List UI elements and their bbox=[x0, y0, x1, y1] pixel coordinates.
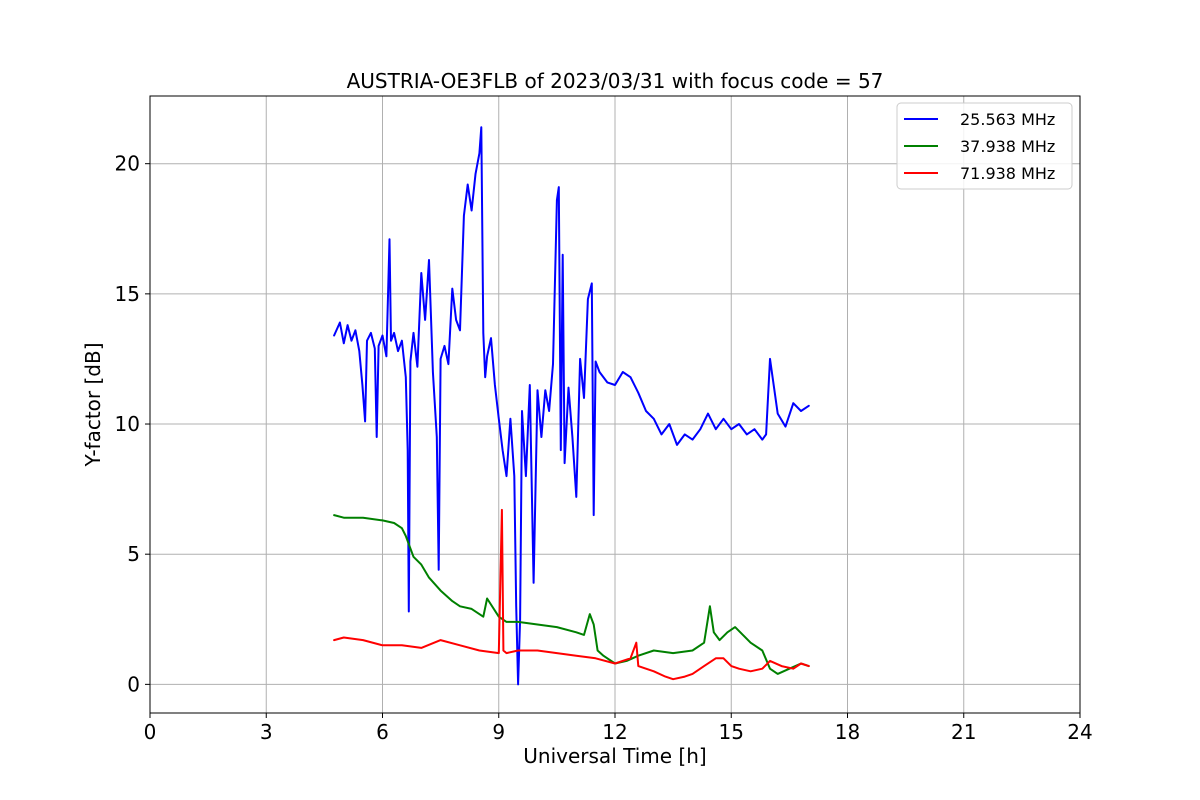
y-tick-label: 0 bbox=[127, 672, 140, 696]
y-axis-label: Y-factor [dB] bbox=[81, 342, 105, 467]
legend-label: 37.938 MHz bbox=[960, 137, 1055, 156]
legend-label: 25.563 MHz bbox=[960, 110, 1055, 129]
x-tick-label: 24 bbox=[1067, 720, 1092, 744]
chart-title: AUSTRIA-OE3FLB of 2023/03/31 with focus … bbox=[347, 69, 884, 93]
x-tick-label: 15 bbox=[719, 720, 744, 744]
x-tick-label: 6 bbox=[376, 720, 389, 744]
series-line-3 bbox=[333, 508, 810, 681]
y-tick-label: 5 bbox=[127, 542, 140, 566]
legend-box bbox=[896, 102, 1073, 190]
x-tick-label: 18 bbox=[835, 720, 860, 744]
legend: 25.563 MHz 37.938 MHz 71.938 MHz bbox=[896, 102, 1073, 190]
x-tick-label: 0 bbox=[144, 720, 157, 744]
axis-ticks: 0 3 6 9 12 15 18 21 24 0 5 10 15 20 bbox=[115, 152, 1093, 744]
x-tick-label: 12 bbox=[602, 720, 627, 744]
y-tick-label: 10 bbox=[115, 412, 140, 436]
y-tick-label: 20 bbox=[115, 152, 140, 176]
x-axis-label: Universal Time [h] bbox=[523, 744, 706, 768]
legend-label: 71.938 MHz bbox=[960, 164, 1055, 183]
series-line-1 bbox=[333, 126, 810, 686]
x-tick-label: 3 bbox=[260, 720, 273, 744]
x-tick-label: 21 bbox=[951, 720, 976, 744]
y-tick-label: 15 bbox=[115, 282, 140, 306]
series-line-2 bbox=[333, 514, 810, 675]
x-tick-label: 9 bbox=[492, 720, 505, 744]
series-layer bbox=[333, 126, 810, 686]
